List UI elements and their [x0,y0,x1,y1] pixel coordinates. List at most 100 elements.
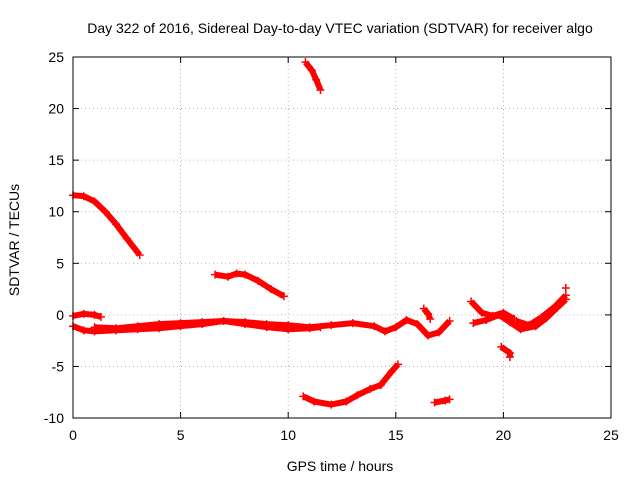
data-point [307,66,316,75]
series-arc-3 [301,58,325,95]
data-point [376,380,385,389]
data-point [561,284,570,293]
series-arc-7 [299,360,402,409]
data-point [241,270,250,279]
data-point [90,310,99,319]
x-tick-label: 20 [496,427,512,443]
data-point [516,325,525,334]
data-point [342,397,351,406]
data-point [424,309,433,318]
data-point [90,323,99,332]
data-point [96,312,105,321]
data-point [90,197,99,206]
y-tick-label: 0 [56,307,64,323]
data-point [505,318,514,327]
data-point [353,391,362,400]
series-arc-6 [90,316,454,340]
axis-ticks: 0 5 10 15 20 25 -10 -5 0 5 10 15 20 25 [44,49,619,443]
data-point [413,320,422,329]
data-point [495,310,504,319]
data-point [381,327,390,336]
series-arc-1 [69,191,144,260]
data-point [101,207,110,216]
data-point [467,297,476,306]
data-point [348,319,357,328]
data-point [305,323,314,332]
data-point [327,400,336,409]
data-point [219,317,228,326]
series-arc-12 [512,291,570,330]
data-point [393,360,402,369]
data-point [402,316,411,325]
data-point [133,322,142,331]
series-line [72,192,143,257]
data-point [482,316,491,325]
y-tick-label: 20 [48,101,64,117]
data-point [434,328,443,337]
data-point [426,314,435,323]
data-point [232,269,241,278]
x-tick-label: 5 [177,427,185,443]
y-axis-label: SDTVAR / TECUs [6,184,22,296]
data-point [155,320,164,329]
series-arc-14 [561,284,570,293]
data-series [69,58,570,409]
x-tick-label: 10 [280,427,296,443]
data-point [112,324,121,333]
data-point [538,312,547,321]
y-tick-label: -10 [44,410,64,426]
series-line [72,310,102,320]
data-point [279,292,288,301]
data-point [262,320,271,329]
y-tick-label: 15 [48,152,64,168]
y-tick-label: 10 [48,204,64,220]
y-tick-label: 25 [48,49,64,65]
data-point [387,367,396,376]
data-point [419,304,428,313]
data-point [312,75,321,84]
data-point [391,323,400,332]
data-point [424,331,433,340]
data-point [122,234,131,243]
plot-frame [72,56,612,419]
series-arc-2 [211,269,288,301]
x-tick-label: 0 [69,427,77,443]
data-point [445,395,454,404]
data-point [254,276,263,285]
x-tick-label: 15 [388,427,404,443]
data-point [176,319,185,328]
series-arc-8 [419,304,435,323]
data-point [284,321,293,330]
data-point [561,291,570,300]
data-point [525,321,534,330]
data-point [223,272,232,281]
data-point [135,251,144,260]
data-point [505,353,514,362]
series-arc-4 [69,309,105,321]
data-point [310,397,319,406]
data-point [365,385,374,394]
series-arc-9 [430,395,454,407]
series-line [499,344,513,358]
data-point [79,192,88,201]
data-point [301,58,310,67]
chart-title: Day 322 of 2016, Sidereal Day-to-day VTE… [87,20,593,36]
data-point [266,285,275,294]
data-point [551,302,560,311]
data-point [370,322,379,331]
data-point [79,326,88,335]
data-point [112,220,121,229]
y-tick-label: -5 [52,358,65,374]
data-point [477,308,486,317]
data-point [316,86,325,95]
data-point [241,318,250,327]
data-point [512,317,521,326]
data-point [211,270,220,279]
data-point [445,317,454,326]
data-point [327,321,336,330]
y-tick-label: 5 [56,255,64,271]
series-line [303,60,324,92]
data-point [198,318,207,327]
data-point [469,319,478,328]
